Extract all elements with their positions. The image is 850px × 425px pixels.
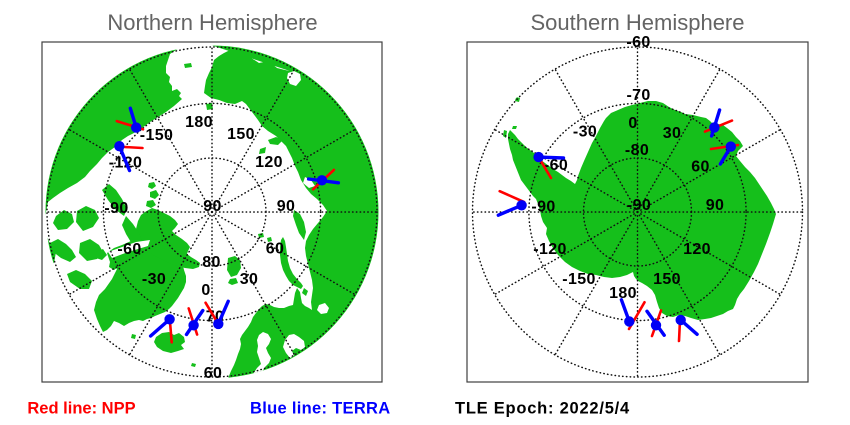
svg-text:TLE Epoch: 2022/5/4: TLE Epoch: 2022/5/4	[455, 399, 630, 417]
svg-text:-90: -90	[531, 199, 555, 216]
svg-text:30: 30	[663, 125, 682, 142]
svg-text:90: 90	[203, 198, 222, 215]
svg-text:-70: -70	[627, 87, 651, 104]
svg-text:-60: -60	[626, 34, 650, 51]
svg-text:0: 0	[628, 115, 637, 132]
svg-text:0: 0	[201, 282, 210, 299]
svg-text:-30: -30	[142, 271, 166, 288]
svg-text:-30: -30	[573, 123, 597, 140]
svg-text:60: 60	[266, 241, 285, 258]
svg-text:-60: -60	[544, 157, 568, 174]
svg-text:-120: -120	[533, 241, 566, 258]
svg-text:-60: -60	[117, 241, 141, 258]
svg-text:Northern Hemisphere: Northern Hemisphere	[107, 10, 317, 35]
svg-text:150: 150	[227, 126, 255, 143]
svg-text:180: 180	[185, 114, 213, 131]
svg-text:Blue line: TERRA: Blue line: TERRA	[250, 399, 390, 417]
svg-text:30: 30	[240, 271, 259, 288]
svg-text:90: 90	[277, 198, 296, 215]
svg-text:150: 150	[653, 271, 681, 288]
svg-text:120: 120	[683, 241, 711, 258]
svg-text:-80: -80	[625, 142, 649, 159]
svg-text:Southern Hemisphere: Southern Hemisphere	[530, 10, 744, 35]
svg-text:Red line: NPP: Red line: NPP	[27, 399, 135, 417]
svg-text:-150: -150	[140, 127, 173, 144]
svg-text:120: 120	[255, 154, 283, 171]
svg-text:180: 180	[609, 285, 637, 302]
svg-text:60: 60	[204, 365, 223, 382]
svg-text:80: 80	[202, 254, 221, 271]
svg-text:-150: -150	[562, 271, 595, 288]
svg-text:-90: -90	[627, 197, 651, 214]
svg-text:-90: -90	[104, 200, 128, 217]
svg-text:60: 60	[691, 159, 710, 176]
svg-text:90: 90	[706, 197, 725, 214]
